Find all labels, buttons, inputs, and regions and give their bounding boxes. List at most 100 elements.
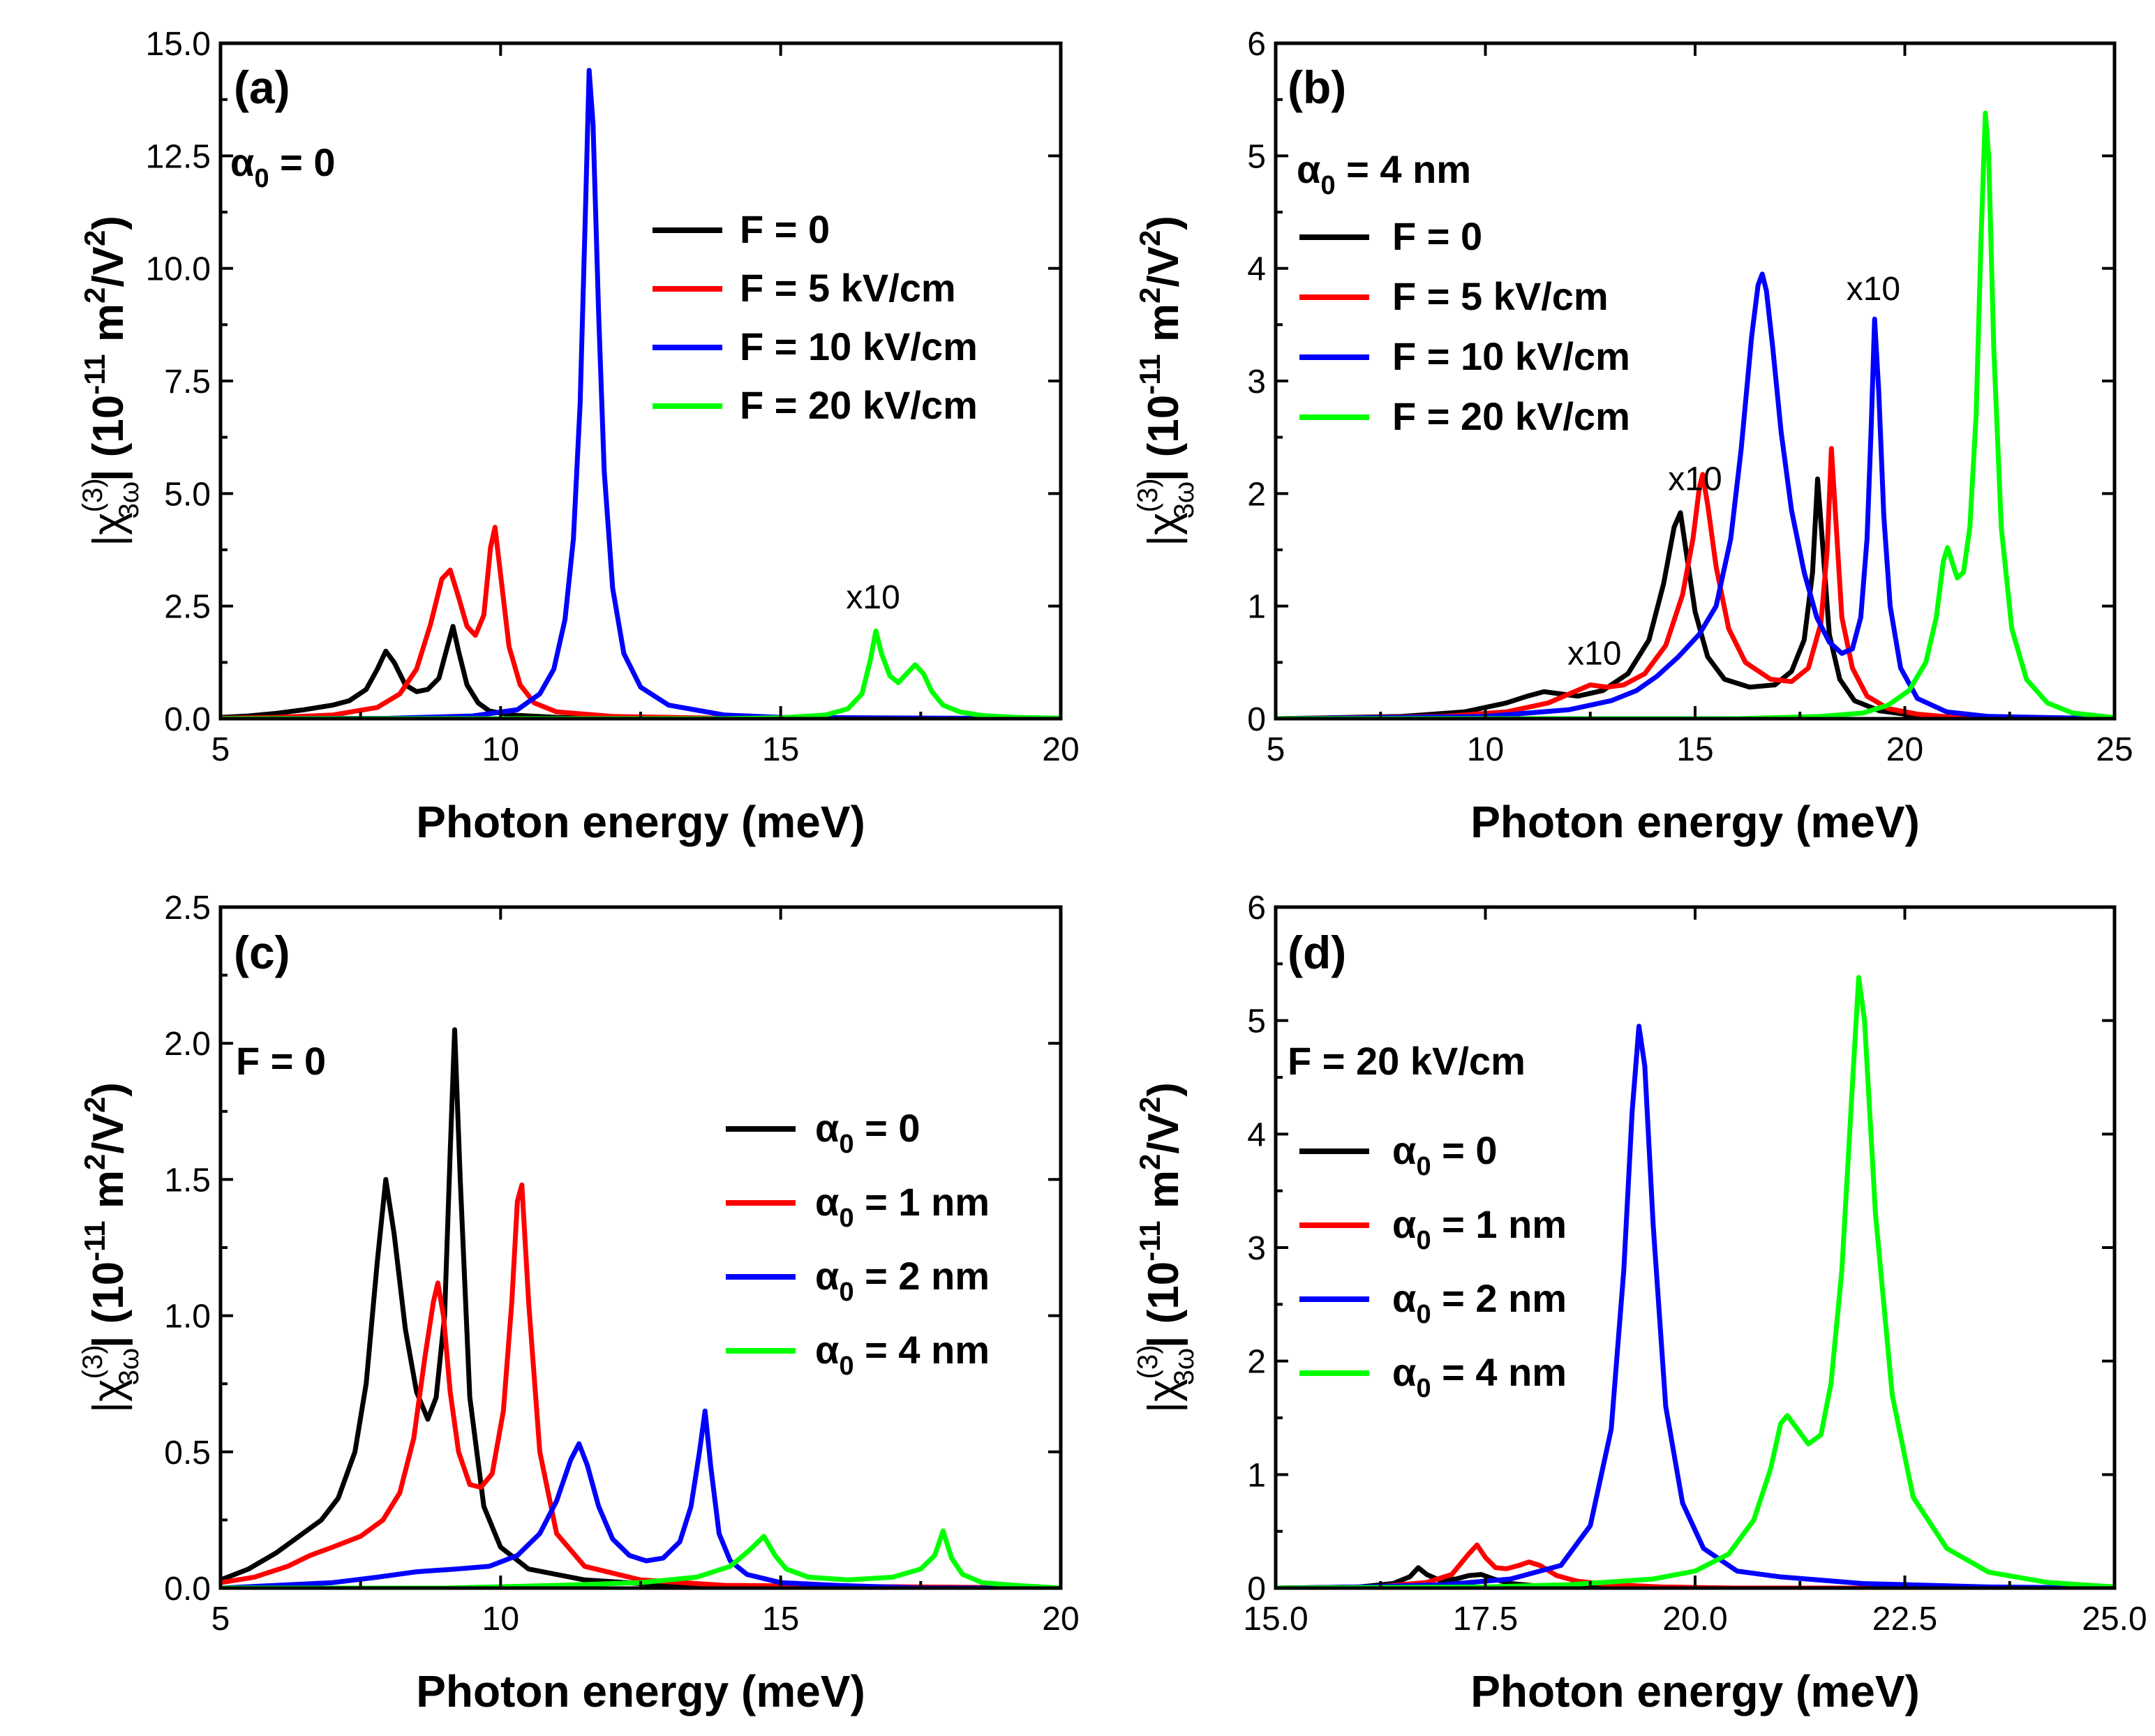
y-tick-label: 12.5 (146, 138, 211, 175)
panel-condition-text: F = 0 (236, 1039, 326, 1083)
panel-label: (c) (234, 927, 290, 978)
series-line-c-1 (221, 1182, 1061, 1588)
series-line-b-3 (1276, 110, 2115, 719)
x-tick-label: 15.0 (1243, 1601, 1308, 1638)
series-line-a-0 (221, 624, 1061, 719)
y-tick-label: 6 (1247, 890, 1266, 927)
legend-label: α0 = 0 (815, 1106, 920, 1159)
y-tick-label: 0 (1247, 1571, 1266, 1608)
x-tick-label: 5 (211, 731, 230, 768)
series-line-c-2 (221, 1408, 1061, 1588)
legend-label: α0 = 1 nm (1392, 1202, 1567, 1255)
y-tick-label: 4 (1247, 251, 1266, 288)
x-tick-label: 10 (1467, 731, 1504, 768)
y-tick-label: 2.0 (164, 1026, 211, 1063)
y-tick-label: 4 (1247, 1116, 1266, 1153)
legend-label: F = 0 (1392, 214, 1482, 258)
y-tick-label: 5 (1247, 1003, 1266, 1040)
y-tick-label: 7.5 (164, 364, 211, 401)
panel-condition-text: α0 = 0 (230, 140, 336, 193)
y-tick-label: 2 (1247, 1344, 1266, 1381)
annotation-label: x10 (1847, 271, 1900, 308)
chart-panel-c: 5 10 15 20 0.0 0.5 1.0 1.5 2.0 2.5 Photon energy (… (77, 890, 1080, 1716)
plot-frame (218, 41, 1063, 721)
legend-label: α0 = 2 nm (815, 1254, 990, 1307)
series-line-b-1 (1276, 446, 2115, 719)
legend-label: α0 = 2 nm (1392, 1276, 1567, 1329)
y-tick-label: 0.0 (164, 701, 211, 738)
x-axis-label: Photon energy (meV) (1470, 1666, 1920, 1716)
series-line-c-3 (221, 1528, 1061, 1588)
series-line-d-2 (1276, 1024, 2115, 1588)
y-tick-label: 3 (1247, 1230, 1266, 1267)
x-tick-label: 15 (762, 1601, 799, 1638)
y-tick-label: 5.0 (164, 476, 211, 513)
y-tick-label: 2.5 (164, 890, 211, 927)
x-axis-label: Photon energy (meV) (416, 1666, 865, 1716)
panel-condition-text: F = 20 kV/cm (1288, 1039, 1526, 1083)
legend-label: α0 = 0 (1392, 1128, 1498, 1181)
y-tick-label: 6 (1247, 26, 1266, 63)
series-line-d-1 (1276, 1542, 2115, 1588)
y-tick-label: 5 (1247, 138, 1266, 175)
x-tick-label: 10 (482, 1601, 519, 1638)
x-tick-label: 25 (2096, 731, 2133, 768)
x-axis-label: Photon energy (meV) (416, 797, 865, 847)
y-tick-label: 1 (1247, 589, 1266, 626)
chart-panel-a: 5 10 15 20 0.0 2.5 5.0 7.5 10.0 12.5 15.0 Photon en… (77, 26, 1080, 847)
y-tick-label: 15.0 (146, 26, 211, 63)
x-tick-label: 25.0 (2082, 1601, 2147, 1638)
x-tick-label: 5 (211, 1601, 230, 1638)
series-line-a-1 (221, 525, 1061, 719)
y-tick-label: 3 (1247, 364, 1266, 401)
legend-label: α0 = 4 nm (815, 1328, 990, 1381)
y-axis-label: |χ(3) 3ω| (10-11 m2/V2) (77, 216, 144, 546)
y-tick-label: 1.0 (164, 1299, 211, 1335)
series-line-c-0 (221, 1027, 1061, 1588)
x-tick-label: 15 (762, 731, 799, 768)
panel-label: (b) (1288, 61, 1346, 113)
series-line-a-2 (221, 68, 1061, 719)
legend-label: F = 5 kV/cm (740, 266, 956, 310)
chart-panel-d: 15.0 17.5 20.0 22.5 25.0 0 1 2 3 4 5 6 Photon energy… (1133, 890, 2147, 1716)
y-tick-label: 2 (1247, 476, 1266, 513)
y-tick-label: 0.5 (164, 1435, 211, 1472)
legend-label: F = 20 kV/cm (740, 383, 978, 427)
legend-label: α0 = 1 nm (815, 1180, 990, 1233)
plot-frame (1274, 905, 2117, 1590)
series-line-d-3 (1276, 975, 2115, 1588)
panel-condition-text: α0 = 4 nm (1297, 147, 1471, 200)
x-tick-label: 20 (1886, 731, 1923, 768)
legend-label: F = 10 kV/cm (740, 324, 978, 368)
legend-label: F = 10 kV/cm (1392, 334, 1630, 378)
panel-label: (a) (234, 61, 290, 113)
x-tick-label: 20 (1042, 731, 1079, 768)
y-tick-label: 10.0 (146, 251, 211, 288)
y-tick-label: 2.5 (164, 589, 211, 626)
y-axis-label: |χ(3) 3ω| (10-11 m2/V2) (1133, 1082, 1200, 1413)
x-tick-label: 15 (1676, 731, 1713, 768)
x-tick-label: 20.0 (1662, 1601, 1727, 1638)
series-line-a-3 (221, 628, 1061, 719)
y-tick-label: 1 (1247, 1457, 1266, 1494)
chart-panel-b: 5 10 15 20 25 0 1 2 3 4 5 6 Photon energy (meV) |χ(3)… (1133, 26, 2133, 847)
legend-label: F = 0 (740, 207, 830, 251)
y-axis-label: |χ(3) 3ω| (10-11 m2/V2) (1133, 216, 1200, 546)
y-axis-label: |χ(3) 3ω| (10-11 m2/V2) (77, 1082, 144, 1413)
plot-frame (218, 905, 1063, 1590)
x-axis-label: Photon energy (meV) (1470, 797, 1920, 847)
legend-label: α0 = 4 nm (1392, 1350, 1567, 1403)
panel-label: (d) (1288, 927, 1346, 978)
x-tick-label: 22.5 (1872, 1601, 1937, 1638)
x-tick-label: 10 (482, 731, 519, 768)
y-tick-label: 0 (1247, 701, 1266, 738)
x-tick-label: 20 (1042, 1601, 1079, 1638)
y-tick-label: 1.5 (164, 1162, 211, 1199)
annotation-label: x10 (1567, 636, 1621, 673)
y-tick-label: 0.0 (164, 1571, 211, 1608)
annotation-label: x10 (846, 579, 900, 616)
legend-label: F = 5 kV/cm (1392, 274, 1609, 318)
series-line-b-2 (1276, 271, 2115, 719)
legend-label: F = 20 kV/cm (1392, 394, 1630, 438)
